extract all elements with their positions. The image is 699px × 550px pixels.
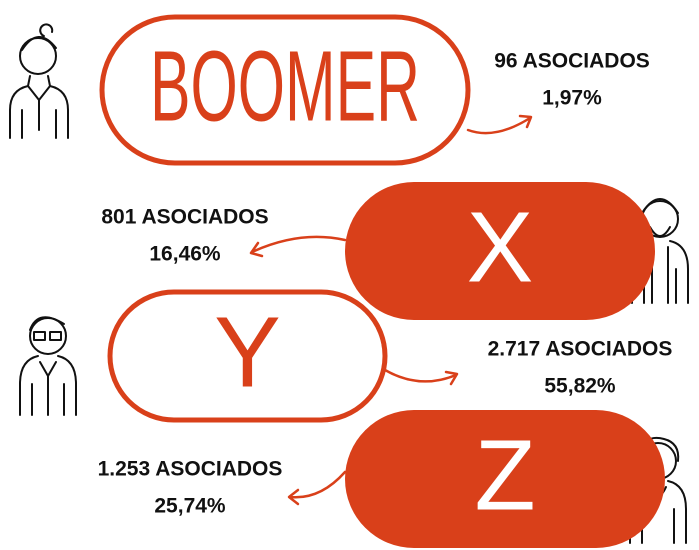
member-count: 96 ASOCIADOS xyxy=(494,50,650,73)
member-percent: 55,82% xyxy=(544,375,616,398)
person-icon xyxy=(20,317,76,415)
arrow xyxy=(289,472,345,504)
member-percent: 1,97% xyxy=(542,87,602,110)
infographic: BOOMER 96 ASOCIADOS 1,97% X 801 ASOCIADOS 16,… xyxy=(0,0,699,550)
person-icon xyxy=(10,24,68,138)
generation-label: Y xyxy=(214,296,281,408)
arrow xyxy=(385,370,457,384)
arrow xyxy=(251,237,345,256)
member-percent: 25,74% xyxy=(154,495,226,518)
member-count: 801 ASOCIADOS xyxy=(101,206,268,229)
member-count: 2.717 ASOCIADOS xyxy=(488,338,673,361)
generation-label: BOOMER xyxy=(150,30,420,142)
generation-label: X xyxy=(467,191,534,303)
member-count: 1.253 ASOCIADOS xyxy=(98,458,283,481)
generation-label: Z xyxy=(474,419,535,531)
member-percent: 16,46% xyxy=(149,243,221,266)
arrow xyxy=(468,116,531,133)
